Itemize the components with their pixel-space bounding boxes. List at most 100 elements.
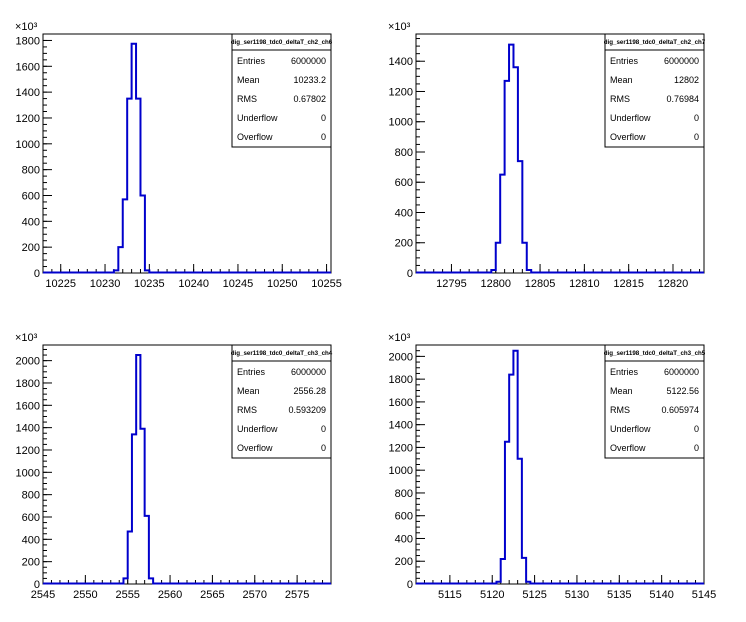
- y-exponent-label: ×10³: [15, 21, 38, 33]
- histogram-bin: [149, 578, 153, 584]
- y-tick-label: 400: [22, 534, 40, 546]
- x-tick-label: 2555: [115, 589, 139, 601]
- stats-box-frame: [231, 344, 332, 459]
- stats-label-mean: Mean: [237, 386, 260, 396]
- y-tick-label: 0: [407, 268, 413, 280]
- stats-label-mean: Mean: [610, 386, 633, 396]
- y-tick-label: 800: [22, 165, 40, 177]
- histogram-bin: [496, 243, 500, 273]
- x-tick-label: 10245: [223, 278, 254, 290]
- stats-value-underflow: 0: [694, 424, 699, 434]
- y-tick-label: 1400: [16, 423, 40, 435]
- x-tick-label: 2575: [285, 589, 309, 601]
- stats-value-overflow: 0: [321, 132, 326, 142]
- histogram-panel-1: 0 200 400 600 800 1000 1200 1400 1600 1800 ×10³ 102…: [15, 21, 342, 290]
- stats-value-rms: 0.67802: [293, 94, 326, 104]
- histogram-bin: [513, 351, 517, 584]
- y-tick-label: 1000: [389, 465, 413, 477]
- y-tick-label: 800: [395, 147, 413, 159]
- stats-box: dig_ser1198_tdc0_deltaT_ch2_ch7 Entries 60…: [604, 33, 706, 148]
- histogram-bin: [132, 44, 136, 273]
- stats-label-underflow: Underflow: [610, 424, 651, 434]
- histogram-bin: [140, 429, 144, 584]
- y-tick-label: 0: [407, 579, 413, 591]
- stats-value-mean: 2556.28: [293, 386, 326, 396]
- stats-label-entries: Entries: [610, 56, 639, 66]
- stats-box: dig_ser1198_tdc0_deltaT_ch3_ch4 Entries 60…: [231, 344, 333, 459]
- x-tick-label: 10225: [45, 278, 76, 290]
- stats-box: dig_ser1198_tdc0_deltaT_ch2_ch6 Entries 60…: [231, 33, 333, 148]
- x-tick-label: 5120: [480, 589, 504, 601]
- x-tick-label: 5130: [565, 589, 589, 601]
- x-tick-label: 10255: [311, 278, 342, 290]
- histogram-bin: [505, 81, 509, 273]
- stats-box: dig_ser1198_tdc0_deltaT_ch3_ch5 Entries 60…: [604, 344, 706, 459]
- stats-label-underflow: Underflow: [237, 424, 278, 434]
- histogram-bin: [527, 270, 531, 273]
- x-tick-label: 5140: [649, 589, 673, 601]
- y-tick-label: 600: [395, 177, 413, 189]
- stats-box-title: dig_ser1198_tdc0_deltaT_ch2_ch7: [604, 39, 706, 46]
- y-tick-label: 1200: [389, 442, 413, 454]
- y-tick-label: 200: [395, 238, 413, 250]
- stats-value-overflow: 0: [694, 132, 699, 142]
- y-tick-label: 600: [395, 511, 413, 523]
- histogram-bin: [505, 442, 509, 584]
- stats-value-overflow: 0: [321, 443, 326, 453]
- stats-value-entries: 6000000: [664, 367, 699, 377]
- y-tick-label: 1200: [16, 113, 40, 125]
- x-tick-label: 12810: [569, 278, 600, 290]
- stats-label-mean: Mean: [237, 75, 260, 85]
- y-tick-label: 1800: [16, 35, 40, 47]
- x-tick-label: 2565: [200, 589, 224, 601]
- x-tick-label: 12820: [658, 278, 689, 290]
- histogram-line: [416, 43, 704, 274]
- stats-label-overflow: Overflow: [237, 443, 273, 453]
- histogram-bin: [145, 270, 149, 273]
- y-exponent-label: ×10³: [388, 332, 411, 344]
- histogram-bin: [513, 67, 517, 273]
- y-exponent-label: ×10³: [15, 332, 38, 344]
- stats-value-underflow: 0: [321, 113, 326, 123]
- x-tick-label: 10250: [267, 278, 298, 290]
- stats-label-entries: Entries: [237, 367, 266, 377]
- y-tick-label: 200: [22, 557, 40, 569]
- stats-value-rms: 0.593209: [288, 405, 326, 415]
- y-tick-label: 200: [22, 242, 40, 254]
- stats-box-frame: [604, 344, 705, 459]
- histogram-bin: [496, 582, 500, 584]
- y-tick-label: 1000: [389, 117, 413, 129]
- y-tick-label: 1800: [16, 378, 40, 390]
- histogram-panel-2: 0 200 400 600 800 1000 1200 1400 ×10³ 12795 12800 1…: [388, 21, 706, 290]
- stats-box-title: dig_ser1198_tdc0_deltaT_ch3_ch4: [231, 350, 333, 357]
- stats-value-underflow: 0: [321, 424, 326, 434]
- y-tick-label: 400: [395, 207, 413, 219]
- x-tick-label: 2545: [31, 589, 55, 601]
- stats-label-rms: RMS: [237, 405, 257, 415]
- histogram-panel-4: 0 200 400 600 800 1000 1200 1400 1600 1800 2000 ×10…: [388, 332, 716, 601]
- x-tick-label: 12795: [436, 278, 467, 290]
- stats-label-entries: Entries: [610, 367, 639, 377]
- y-tick-label: 1200: [16, 445, 40, 457]
- stats-value-entries: 6000000: [291, 56, 326, 66]
- histogram-bin: [526, 582, 530, 584]
- stats-value-rms: 0.76984: [666, 94, 699, 104]
- x-tick-label: 5145: [692, 589, 716, 601]
- y-tick-label: 400: [395, 533, 413, 545]
- stats-label-underflow: Underflow: [610, 113, 651, 123]
- stats-value-underflow: 0: [694, 113, 699, 123]
- histogram-bin: [500, 175, 504, 273]
- histogram-bin: [127, 99, 131, 273]
- y-tick-label: 1000: [16, 467, 40, 479]
- y-tick-label: 400: [22, 216, 40, 228]
- stats-box-title: dig_ser1198_tdc0_deltaT_ch3_ch5: [604, 350, 706, 357]
- stats-label-rms: RMS: [610, 94, 630, 104]
- stats-box-frame: [231, 33, 332, 148]
- histogram-bin: [136, 99, 140, 273]
- histogram-line: [43, 42, 331, 274]
- stats-box-frame: [604, 33, 705, 148]
- stats-value-mean: 10233.2: [293, 75, 326, 85]
- y-tick-label: 600: [22, 512, 40, 524]
- histogram-line: [416, 349, 704, 585]
- y-tick-label: 1000: [16, 139, 40, 151]
